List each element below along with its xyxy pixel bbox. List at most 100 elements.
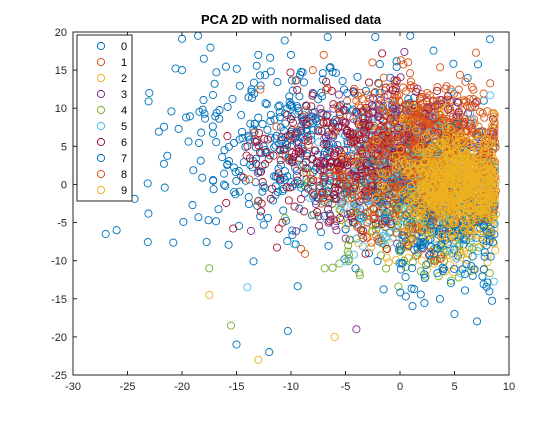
data-point: [395, 203, 404, 212]
data-point: [258, 178, 267, 187]
data-point: [336, 215, 345, 224]
data-point: [464, 232, 473, 241]
data-point: [339, 194, 348, 203]
data-point: [343, 194, 353, 203]
data-point: [323, 117, 332, 126]
data-point: [413, 250, 422, 259]
data-point: [456, 131, 465, 140]
data-point: [352, 107, 361, 116]
data-point: [335, 205, 344, 214]
data-point: [363, 207, 372, 217]
data-point: [478, 109, 487, 118]
data-point: [425, 195, 434, 204]
data-point: [491, 210, 500, 219]
data-point: [405, 131, 414, 140]
legend-item: 5: [96, 121, 127, 133]
data-point: [372, 174, 381, 184]
data-point: [340, 202, 349, 212]
data-point: [308, 91, 317, 100]
data-point: [332, 177, 341, 187]
data-point: [254, 50, 263, 59]
data-point: [263, 213, 272, 222]
data-point: [429, 256, 438, 265]
data-point: [377, 169, 387, 178]
data-point: [279, 206, 288, 215]
y-tick-label: -20: [51, 332, 67, 344]
data-point: [230, 187, 239, 197]
data-point: [272, 131, 281, 140]
data-point: [379, 116, 388, 125]
data-point: [435, 100, 444, 110]
data-point: [291, 133, 300, 142]
legend-item: 8: [96, 169, 127, 181]
data-point: [336, 161, 345, 170]
data-point: [266, 67, 275, 76]
data-point: [473, 97, 482, 106]
data-point: [403, 223, 412, 232]
data-point: [235, 187, 244, 196]
data-point: [395, 247, 404, 256]
data-point: [439, 188, 448, 197]
data-point: [394, 96, 404, 105]
data-point: [420, 270, 429, 279]
data-point: [482, 237, 491, 246]
data-point: [473, 147, 482, 157]
data-point: [286, 100, 295, 109]
data-point: [434, 110, 443, 119]
data-point: [488, 238, 498, 247]
data-point: [144, 209, 153, 218]
data-point: [286, 101, 295, 110]
data-point: [327, 86, 336, 95]
data-point: [223, 132, 232, 141]
legend-item: 1: [96, 57, 127, 69]
data-point: [411, 204, 420, 213]
data-point: [352, 177, 361, 186]
data-point: [263, 125, 272, 134]
data-point: [467, 83, 476, 92]
data-point: [297, 121, 306, 130]
data-point: [224, 142, 233, 151]
data-point: [454, 241, 463, 250]
data-point: [363, 171, 373, 180]
data-point: [364, 199, 374, 208]
data-point: [339, 173, 348, 182]
data-point: [381, 240, 390, 249]
data-point: [417, 241, 426, 250]
data-point: [269, 196, 278, 205]
data-point: [289, 239, 299, 249]
data-point: [396, 246, 405, 255]
data-point: [367, 139, 376, 148]
data-point: [365, 120, 374, 129]
data-point: [255, 148, 265, 157]
data-point: [347, 213, 357, 223]
data-point: [300, 189, 310, 198]
data-point: [480, 187, 490, 196]
data-point: [322, 111, 331, 120]
data-point: [352, 96, 361, 105]
data-point: [432, 96, 441, 105]
data-point: [477, 175, 486, 184]
data-point: [488, 296, 497, 305]
data-point: [406, 81, 415, 90]
data-point: [340, 189, 350, 198]
data-point: [275, 101, 284, 110]
legend-label: 7: [121, 153, 127, 165]
data-point: [394, 123, 403, 132]
data-point: [377, 103, 386, 113]
data-point: [466, 108, 475, 118]
data-point: [407, 236, 416, 245]
data-point: [199, 54, 208, 63]
data-point: [198, 173, 207, 182]
data-point: [278, 218, 287, 227]
data-point: [441, 123, 451, 132]
data-point: [486, 252, 495, 261]
data-point: [416, 290, 425, 299]
data-point: [445, 158, 454, 167]
data-point: [243, 283, 252, 292]
data-point: [308, 66, 317, 75]
data-point: [343, 128, 352, 137]
data-point: [375, 93, 384, 102]
data-point: [397, 189, 407, 198]
data-point: [382, 217, 391, 226]
data-point: [324, 205, 333, 214]
